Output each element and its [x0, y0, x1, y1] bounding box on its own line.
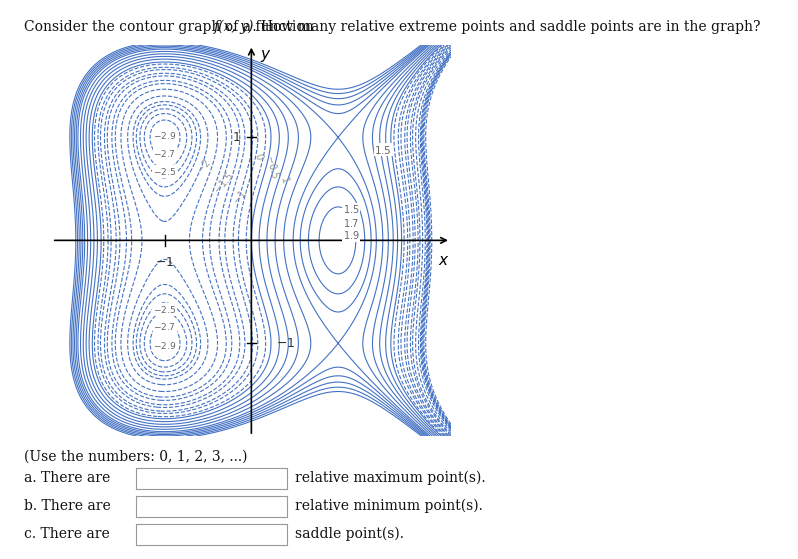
- Text: $-2.7$: $-2.7$: [153, 321, 176, 333]
- Text: $-1$: $-1$: [155, 256, 174, 269]
- Text: $1.5$: $1.5$: [374, 144, 392, 156]
- Text: (Use the numbers: 0, 1, 2, 3, ...): (Use the numbers: 0, 1, 2, 3, ...): [24, 450, 247, 464]
- Text: a. There are: a. There are: [24, 471, 110, 485]
- Text: c. There are: c. There are: [24, 527, 109, 541]
- Text: $-1$: $-1$: [230, 187, 249, 207]
- Text: $1.7$: $1.7$: [343, 217, 359, 229]
- Text: b. There are: b. There are: [24, 499, 111, 513]
- Text: $-2.9$: $-2.9$: [153, 130, 176, 141]
- Text: $-2.7$: $-2.7$: [153, 148, 176, 159]
- Text: $1.5$: $1.5$: [343, 203, 359, 215]
- Text: $1$: $1$: [232, 131, 241, 144]
- Text: $-2$: $-2$: [194, 157, 213, 176]
- Text: $-2.5$: $-2.5$: [153, 166, 176, 177]
- Text: f(x, y): f(x, y): [214, 20, 254, 34]
- Text: relative maximum point(s).: relative maximum point(s).: [295, 471, 486, 485]
- Text: Consider the contour graph of a function: Consider the contour graph of a function: [24, 20, 318, 34]
- Text: relative minimum point(s).: relative minimum point(s).: [295, 499, 483, 513]
- Text: $x$: $x$: [437, 254, 449, 268]
- Text: $-2.9$: $-2.9$: [153, 340, 176, 351]
- Text: $-1$: $-1$: [275, 337, 295, 350]
- Text: $y$: $y$: [260, 48, 271, 64]
- Text: saddle point(s).: saddle point(s).: [295, 527, 405, 541]
- Text: $-2.5$: $-2.5$: [153, 304, 176, 315]
- Text: $1$: $1$: [279, 173, 293, 184]
- Text: $0$: $0$: [253, 151, 267, 161]
- Text: . How many relative extreme points and saddle points are in the graph?: . How many relative extreme points and s…: [248, 20, 760, 34]
- Text: $-0.5$: $-0.5$: [264, 153, 282, 180]
- Text: $-1.5$: $-1.5$: [211, 169, 236, 196]
- Text: $1.9$: $1.9$: [342, 229, 360, 241]
